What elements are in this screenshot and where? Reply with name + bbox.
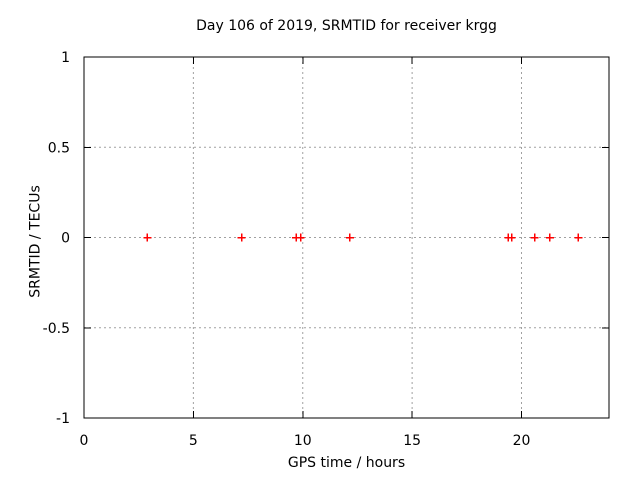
x-tick-label: 20 xyxy=(513,433,531,449)
x-axis-label: GPS time / hours xyxy=(287,455,406,471)
y-tick-label: 0.5 xyxy=(48,140,70,156)
y-tick-label: -0.5 xyxy=(43,321,70,337)
x-tick-label: 0 xyxy=(80,433,89,449)
x-tick-label: 10 xyxy=(294,433,312,449)
y-tick-label: 1 xyxy=(61,50,70,66)
x-tick-label: 15 xyxy=(403,433,421,449)
y-tick-label: -1 xyxy=(56,411,70,427)
y-tick-label: 0 xyxy=(61,231,70,247)
x-tick-label: 5 xyxy=(189,433,198,449)
chart-title: Day 106 of 2019, SRMTID for receiver krg… xyxy=(196,18,497,34)
